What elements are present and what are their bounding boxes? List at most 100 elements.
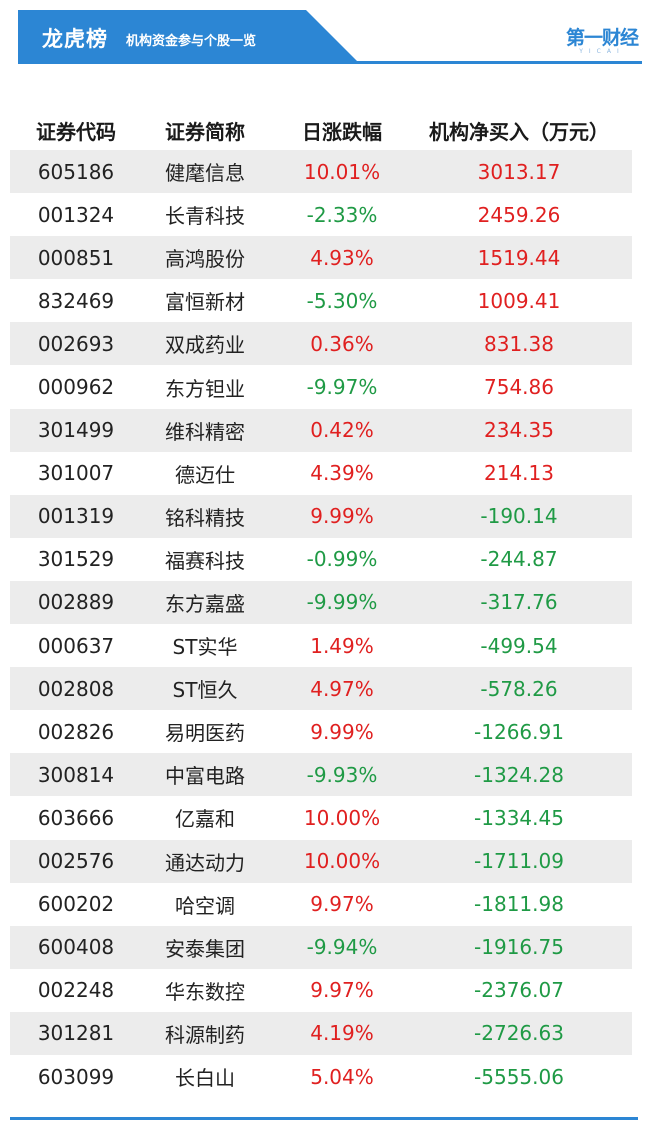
cell-name: 易明医药 [165, 721, 245, 746]
cell-name: 维科精密 [165, 419, 245, 444]
table-row: 832469 富恒新材 -5.30% 1009.41 [10, 279, 632, 322]
cell-name: 华东数控 [165, 979, 245, 1004]
cell-name: 富恒新材 [165, 290, 245, 315]
cell-code: 002576 [37, 849, 115, 874]
table-row: 600202 哈空调 9.97% -1811.98 [10, 883, 632, 926]
cell-change: -9.99% [306, 590, 378, 615]
cell-code: 603666 [37, 805, 115, 830]
cell-name: 德迈仕 [175, 462, 235, 487]
cell-net-buy: 2459.26 [477, 202, 561, 227]
cell-change: -9.97% [306, 375, 378, 400]
table-row: 600408 安泰集团 -9.94% -1916.75 [10, 925, 632, 969]
cell-name: ST实华 [172, 635, 238, 660]
cell-net-buy: 234.35 [484, 418, 554, 443]
cell-code: 832469 [37, 288, 115, 313]
cell-code: 000637 [37, 633, 115, 658]
cell-net-buy: -2376.07 [474, 978, 564, 1003]
table-row: 603666 亿嘉和 10.00% -1334.45 [10, 796, 632, 839]
cell-name: 中富电路 [165, 764, 245, 789]
cell-name: 长白山 [175, 1066, 235, 1091]
cell-net-buy: -244.87 [480, 547, 558, 572]
cell-change: 10.01% [303, 159, 381, 184]
cell-code: 301281 [37, 1021, 115, 1046]
header-change: 日涨跌幅 [302, 119, 382, 144]
cell-net-buy: -1334.45 [474, 805, 564, 830]
cell-code: 000962 [37, 375, 115, 400]
cell-code: 300814 [37, 762, 115, 787]
cell-net-buy: -499.54 [480, 633, 558, 658]
cell-code: 603099 [37, 1064, 115, 1089]
cell-change: 1.49% [310, 633, 374, 658]
cell-code: 301529 [37, 547, 115, 572]
table-row: 002889 东方嘉盛 -9.99% -317.76 [10, 580, 632, 625]
table-row: 301281 科源制药 4.19% -2726.63 [10, 1011, 632, 1055]
cell-code: 002248 [37, 978, 115, 1003]
table-body: 605186 健麾信息 10.01% 3013.17 001324 长青科技 -2.33% 2… [10, 150, 632, 1098]
cell-change: 0.36% [310, 331, 374, 356]
header-code: 证券代码 [36, 119, 116, 144]
yicai-logo: 第一财经 YICAI [565, 27, 639, 56]
cell-net-buy: 754.86 [484, 375, 554, 400]
header-name: 证券简称 [165, 119, 245, 144]
cell-change: -0.99% [306, 547, 378, 572]
cell-net-buy: 831.38 [484, 331, 554, 356]
logo-text: 第一财经 [565, 27, 639, 49]
cell-name: 长青科技 [165, 204, 245, 229]
cell-name: 安泰集团 [165, 936, 245, 961]
table-row: 301529 福赛科技 -0.99% -244.87 [10, 538, 632, 581]
cell-net-buy: -1711.09 [474, 849, 564, 874]
table-row: 603099 长白山 5.04% -5555.06 [10, 1055, 632, 1098]
table-row: 001324 长青科技 -2.33% 2459.26 [10, 193, 632, 236]
banner-title: 龙虎榜 [42, 27, 108, 51]
cell-net-buy: -1916.75 [474, 935, 564, 960]
cell-net-buy: -5555.06 [474, 1064, 564, 1089]
table-row: 300814 中富电路 -9.93% -1324.28 [10, 753, 632, 797]
table-header-row: 证券代码 证券简称 日涨跌幅 机构净买入（万元） [10, 110, 632, 150]
cell-name: 哈空调 [175, 893, 235, 918]
cell-change: 4.19% [310, 1021, 374, 1046]
cell-net-buy: -190.14 [480, 504, 558, 529]
cell-code: 605186 [37, 159, 115, 184]
banner: 龙虎榜 机构资金参与个股一览 第一财经 YICAI [18, 10, 642, 64]
cell-code: 301007 [37, 461, 115, 486]
table-row: 001319 铭科精技 9.99% -190.14 [10, 494, 632, 538]
table-row: 000851 高鸿股份 4.93% 1519.44 [10, 236, 632, 280]
cell-change: 9.97% [310, 978, 374, 1003]
cell-name: 健麾信息 [165, 161, 245, 186]
logo-sub: YICAI [579, 48, 625, 55]
cell-change: -9.93% [306, 762, 378, 787]
cell-change: 4.93% [310, 245, 374, 270]
cell-net-buy: -1811.98 [474, 892, 564, 917]
cell-net-buy: -2726.63 [474, 1021, 564, 1046]
cell-name: 东方钽业 [165, 376, 245, 401]
table-row: 002693 双成药业 0.36% 831.38 [10, 322, 632, 366]
table-row: 605186 健麾信息 10.01% 3013.17 [10, 150, 632, 194]
cell-change: 10.00% [303, 805, 381, 830]
cell-change: -2.33% [306, 202, 378, 227]
cell-code: 002808 [37, 676, 115, 701]
table-row: 000962 东方钽业 -9.97% 754.86 [10, 365, 632, 408]
cell-name: 亿嘉和 [175, 807, 235, 832]
cell-change: 10.00% [303, 849, 381, 874]
cell-name: 东方嘉盛 [165, 591, 245, 616]
institution-table: 证券代码 证券简称 日涨跌幅 机构净买入（万元） 605186 健麾信息 10.01… [10, 110, 632, 1098]
cell-change: 0.42% [310, 418, 374, 443]
cell-net-buy: -317.76 [480, 590, 558, 615]
cell-name: 高鸿股份 [165, 247, 245, 272]
cell-net-buy: 3013.17 [477, 159, 561, 184]
cell-change: 4.39% [310, 461, 374, 486]
header-net-buy: 机构净买入（万元） [429, 119, 609, 144]
cell-change: 9.97% [310, 892, 374, 917]
cell-change: -5.30% [306, 288, 378, 313]
cell-code: 001324 [37, 202, 115, 227]
cell-net-buy: 1519.44 [477, 245, 561, 270]
cell-code: 600408 [37, 935, 115, 960]
table-row: 301499 维科精密 0.42% 234.35 [10, 408, 632, 452]
table-row: 000637 ST实华 1.49% -499.54 [10, 624, 632, 667]
cell-name: 铭科精技 [165, 505, 245, 530]
table-row: 002826 易明医药 9.99% -1266.91 [10, 710, 632, 753]
cell-name: 科源制药 [165, 1022, 245, 1047]
cell-net-buy: 1009.41 [477, 288, 561, 313]
cell-change: 4.97% [310, 676, 374, 701]
cell-code: 002826 [37, 719, 115, 744]
